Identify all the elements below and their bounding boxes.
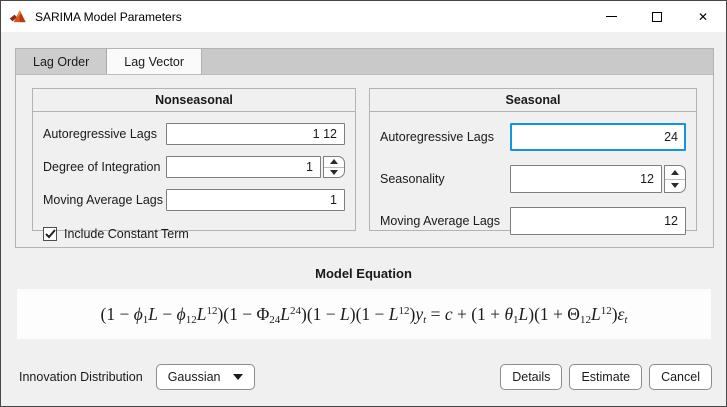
seasonal-title: Seasonal (370, 89, 696, 112)
model-equation: (1 − ϕ1L − ϕ12L12)(1 − Φ24L24)(1 − L)(1 … (100, 303, 628, 326)
minimize-icon (605, 16, 617, 17)
cancel-button[interactable]: Cancel (649, 363, 712, 390)
tab-lag-order-label: Lag Order (33, 54, 90, 69)
model-equation-strip: (1 − ϕ1L − ϕ12L12)(1 − Φ24L24)(1 − L)(1 … (17, 289, 711, 339)
degree-of-integration-label: Degree of Integration (43, 160, 161, 174)
spinner-up-button[interactable] (324, 157, 344, 168)
tabstrip: Lag Order Lag Vector (16, 49, 713, 75)
seasonal-ma-lags-row: Moving Average Lags (380, 207, 686, 235)
nonseasonal-ar-lags-input[interactable] (166, 123, 345, 145)
titlebar: SARIMA Model Parameters ✕ (1, 1, 726, 32)
lag-vector-panel: Nonseasonal Autoregressive Lags Degree o… (16, 75, 713, 247)
include-constant-term-checkbox[interactable]: Include Constant Term (43, 227, 345, 241)
tab-lag-vector-label: Lag Vector (124, 54, 185, 69)
checkbox-box (43, 227, 57, 241)
spinner-up-button[interactable] (665, 166, 685, 180)
seasonal-ma-lags-label: Moving Average Lags (380, 214, 500, 228)
nonseasonal-ar-lags-label: Autoregressive Lags (43, 127, 157, 141)
estimate-button[interactable]: Estimate (569, 363, 643, 390)
nonseasonal-ma-lags-input[interactable] (166, 189, 345, 211)
nonseasonal-ar-lags-row: Autoregressive Lags (43, 123, 345, 145)
model-equation-title: Model Equation (315, 266, 412, 281)
close-button[interactable]: ✕ (680, 1, 726, 32)
nonseasonal-groupbox: Nonseasonal Autoregressive Lags Degree o… (32, 88, 356, 241)
include-constant-term-label: Include Constant Term (64, 227, 189, 241)
window-controls: ✕ (588, 1, 726, 32)
checkmark-icon (44, 229, 56, 239)
seasonal-ar-lags-input[interactable] (510, 123, 686, 151)
seasonal-ma-lags-input[interactable] (510, 207, 686, 235)
innovation-distribution-label: Innovation Distribution (19, 369, 143, 384)
close-icon: ✕ (697, 9, 709, 24)
seasonal-ar-lags-label: Autoregressive Lags (380, 130, 494, 144)
spinner-down-icon (671, 183, 679, 189)
tab-lag-order[interactable]: Lag Order (16, 49, 108, 74)
minimize-button[interactable] (588, 1, 634, 32)
matlab-logo-icon (9, 9, 26, 22)
seasonality-spinner (664, 165, 686, 193)
degree-of-integration-input[interactable] (166, 156, 321, 178)
spinner-down-button[interactable] (665, 180, 685, 193)
maximize-button[interactable] (634, 1, 680, 32)
innovation-distribution-value: Gaussian (167, 369, 221, 384)
spinner-up-icon (671, 169, 679, 175)
details-button[interactable]: Details (500, 363, 563, 390)
seasonality-row: Seasonality (380, 165, 686, 193)
maximize-icon (652, 11, 662, 22)
tab-lag-vector[interactable]: Lag Vector (107, 49, 203, 74)
spinner-up-icon (330, 159, 338, 165)
spinner-down-icon (330, 169, 338, 175)
footer-bar: Innovation Distribution Gaussian Details… (19, 363, 712, 390)
nonseasonal-ma-lags-label: Moving Average Lags (43, 193, 163, 207)
seasonality-input[interactable] (510, 165, 662, 193)
seasonal-ar-lags-row: Autoregressive Lags (380, 123, 686, 151)
seasonality-label: Seasonality (380, 172, 445, 186)
window-title: SARIMA Model Parameters (35, 9, 182, 24)
lag-tabgroup: Lag Order Lag Vector Nonseasonal Autoreg… (15, 48, 714, 248)
degree-of-integration-row: Degree of Integration (43, 156, 345, 178)
nonseasonal-ma-lags-row: Moving Average Lags (43, 189, 345, 211)
degree-of-integration-spinner (323, 156, 345, 178)
innovation-distribution-dropdown[interactable]: Gaussian (155, 363, 255, 390)
seasonal-groupbox: Seasonal Autoregressive Lags Seasonality (369, 88, 697, 235)
spinner-down-button[interactable] (324, 168, 344, 178)
dropdown-arrow-icon (232, 373, 243, 380)
nonseasonal-title: Nonseasonal (33, 89, 355, 112)
